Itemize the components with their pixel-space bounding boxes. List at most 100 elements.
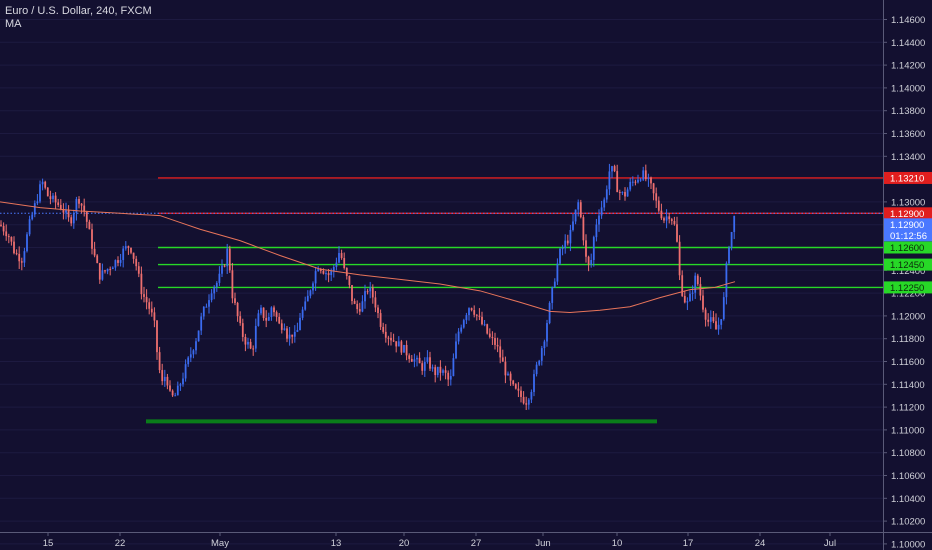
support-price-tag: 1.12600 <box>890 243 924 254</box>
candle-body <box>525 403 528 405</box>
resistance-price-tag: 1.13210 <box>890 173 924 184</box>
candle-body <box>223 265 226 267</box>
candle-body <box>117 260 119 263</box>
price-tick-label: 1.14600 <box>891 15 925 26</box>
candle-body <box>260 307 262 314</box>
candle-body <box>111 267 114 270</box>
candle-body <box>309 290 312 296</box>
candle-body <box>364 291 366 302</box>
candle-body <box>371 287 374 298</box>
last-price-tag-bg <box>884 218 932 231</box>
candle-body <box>265 317 268 321</box>
candle-body <box>673 220 676 225</box>
candle-body <box>431 367 434 369</box>
last-price-tag: 1.12900 <box>890 220 924 231</box>
support-price-tag: 1.12250 <box>890 283 924 294</box>
candle-body <box>72 212 75 224</box>
indicator-label: MA <box>5 18 22 30</box>
time-tick-label: 24 <box>755 538 766 549</box>
candle-body <box>166 376 169 386</box>
candle-body <box>486 324 489 334</box>
candle-body <box>434 367 437 376</box>
candle-body <box>361 301 364 312</box>
candle-body <box>244 336 247 345</box>
candle-body <box>179 384 182 386</box>
candle-body <box>57 202 60 206</box>
candle-body <box>358 309 361 312</box>
candle-body <box>252 348 255 350</box>
candle-body <box>582 217 585 241</box>
candle-body <box>423 361 426 371</box>
candle-body <box>384 331 387 338</box>
candle-body <box>457 331 460 342</box>
candle-body <box>652 183 655 194</box>
price-tick-label: 1.12400 <box>891 266 925 277</box>
candle-body <box>301 309 304 318</box>
candle-body <box>387 337 390 339</box>
candle-body <box>660 210 663 219</box>
candle-body <box>291 334 294 337</box>
candle-body <box>605 189 608 200</box>
candle-body <box>176 385 179 396</box>
candle-body <box>527 399 530 405</box>
candle-body <box>530 391 533 400</box>
candle-body <box>184 364 187 379</box>
candle-body <box>241 323 244 337</box>
candle-body <box>239 316 242 324</box>
price-tick-label: 1.11600 <box>891 357 925 368</box>
candle-body <box>275 312 278 317</box>
candle-body <box>590 259 593 265</box>
candle-body <box>88 221 91 230</box>
candle-body <box>91 229 93 249</box>
candle-body <box>335 262 338 267</box>
candle-body <box>712 317 715 322</box>
candle-body <box>611 166 613 172</box>
candle-body <box>444 370 447 373</box>
candle-body <box>132 252 135 259</box>
candle-body <box>26 234 28 252</box>
candle-body <box>704 309 707 320</box>
candle-body <box>366 291 369 293</box>
candle-body <box>163 376 166 382</box>
candle-body <box>49 196 52 200</box>
candle-body <box>228 248 231 271</box>
candle-body <box>397 341 400 347</box>
candle-body <box>481 316 483 325</box>
candle-body <box>332 266 335 272</box>
candle-body <box>189 354 192 358</box>
candle-body <box>655 193 658 201</box>
candle-body <box>236 302 239 317</box>
candle-body <box>507 373 509 376</box>
candle-body <box>148 302 151 309</box>
candle-body <box>106 268 109 272</box>
candle-body <box>436 366 439 376</box>
candle-body <box>296 330 299 332</box>
candle-body <box>215 282 218 287</box>
candle-body <box>208 300 210 307</box>
candle-body <box>595 224 598 238</box>
candle-body <box>720 319 723 325</box>
time-tick-label: 17 <box>683 538 694 549</box>
candle-body <box>122 248 125 260</box>
support-price-tag: 1.12450 <box>890 260 924 271</box>
candle-body <box>200 316 203 331</box>
candle-body <box>587 256 590 265</box>
time-tick-label: 22 <box>115 538 126 549</box>
candle-body <box>5 231 8 237</box>
time-tick-label: 10 <box>612 538 623 549</box>
candle-body <box>520 390 522 397</box>
candle-body <box>564 240 567 249</box>
candle-body <box>429 357 431 369</box>
candle-body <box>730 232 733 248</box>
candle-body <box>249 341 252 349</box>
candle-body <box>96 255 99 264</box>
candle-body <box>85 211 88 222</box>
price-tick-label: 1.12000 <box>891 311 925 322</box>
candle-body <box>153 312 156 321</box>
candle-body <box>93 248 96 256</box>
candle-body <box>195 341 197 351</box>
candle-body <box>460 327 463 332</box>
candle-body <box>405 344 408 356</box>
